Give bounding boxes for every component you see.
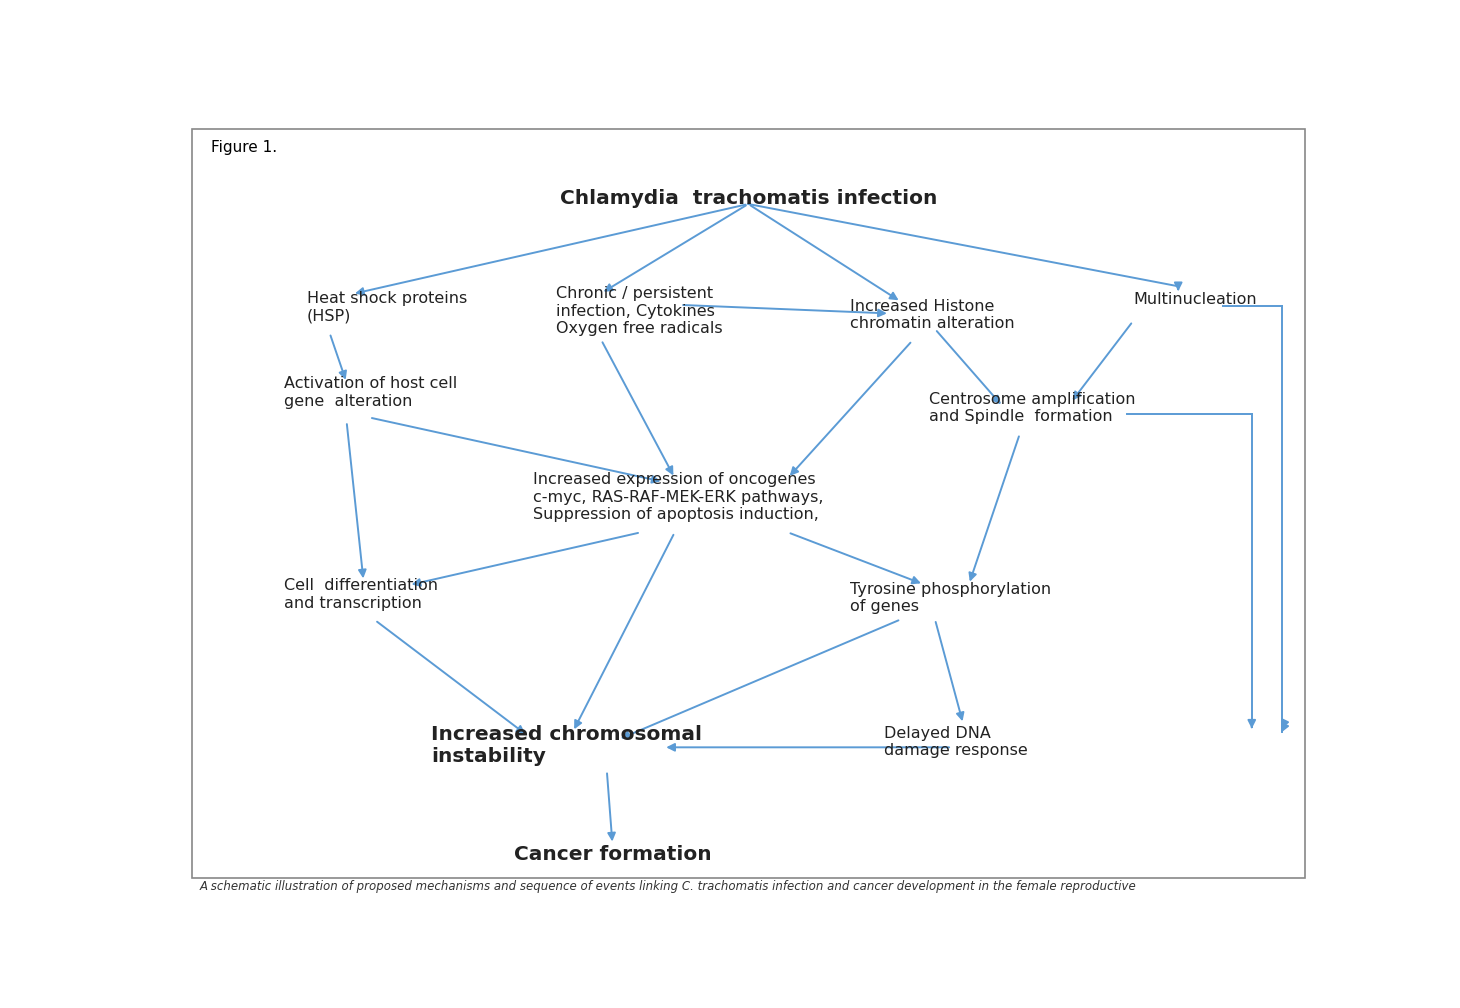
Text: Cancer formation: Cancer formation xyxy=(514,845,711,864)
Text: Figure 1.: Figure 1. xyxy=(210,140,277,155)
Text: Increased Histone
chromatin alteration: Increased Histone chromatin alteration xyxy=(850,298,1015,332)
Text: Delayed DNA
damage response: Delayed DNA damage response xyxy=(885,726,1028,758)
Text: Heat shock proteins
(HSP): Heat shock proteins (HSP) xyxy=(307,291,467,324)
Text: Centrosome amplification
and Spindle  formation: Centrosome amplification and Spindle for… xyxy=(930,392,1136,424)
Text: Chlamydia  trachomatis infection: Chlamydia trachomatis infection xyxy=(559,190,937,208)
Text: A schematic illustration of proposed mechanisms and sequence of events linking C: A schematic illustration of proposed mec… xyxy=(200,880,1136,893)
Text: Cell  differentiation
and transcription: Cell differentiation and transcription xyxy=(285,579,438,611)
Text: Tyrosine phosphorylation
of genes: Tyrosine phosphorylation of genes xyxy=(850,582,1051,615)
Text: Increased expression of oncogenes
c-myc, RAS-RAF-MEK-ERK pathways,
Suppression o: Increased expression of oncogenes c-myc,… xyxy=(533,473,823,522)
Text: Activation of host cell
gene  alteration: Activation of host cell gene alteration xyxy=(285,376,457,409)
Text: Multinucleation: Multinucleation xyxy=(1133,292,1257,307)
Text: Chronic / persistent
infection, Cytokines
Oxygen free radicals: Chronic / persistent infection, Cytokine… xyxy=(556,286,723,336)
Text: Increased chromosomal
instability: Increased chromosomal instability xyxy=(432,726,702,766)
